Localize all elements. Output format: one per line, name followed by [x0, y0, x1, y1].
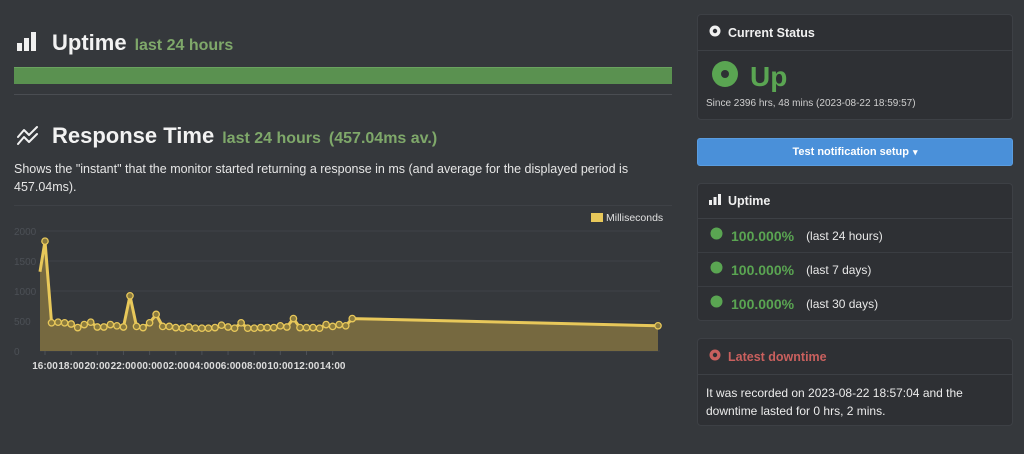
bar-chart-icon — [709, 194, 721, 208]
uptime-period: (last 7 days) — [806, 262, 872, 277]
uptime-row-7d: 100.000% (last 7 days) — [698, 253, 1012, 287]
divider — [14, 205, 672, 206]
test-notification-button[interactable]: Test notification setup ▾ — [697, 138, 1013, 166]
current-status-header: Current Status — [698, 15, 1012, 51]
latest-downtime-header: Latest downtime — [698, 339, 1012, 375]
uptime-title: Uptime — [52, 30, 127, 55]
uptime-stats-title: Uptime — [728, 194, 771, 208]
response-time-subtitle: last 24 hours — [222, 130, 321, 147]
uptime-heading: Uptime last 24 hours — [16, 30, 233, 56]
current-status-title: Current Status — [728, 25, 815, 40]
status-up-icon — [712, 61, 738, 92]
svg-text:22:00: 22:00 — [111, 361, 137, 372]
uptime-row-24h: 100.000% (last 24 hours) — [698, 219, 1012, 253]
uptime-percent: 100.000% — [731, 296, 795, 312]
svg-text:18:00: 18:00 — [58, 361, 84, 372]
svg-text:0: 0 — [14, 347, 20, 358]
svg-text:20:00: 20:00 — [85, 361, 111, 372]
uptime-row-30d: 100.000% (last 30 days) — [698, 287, 1012, 321]
response-time-title: Response Time — [52, 123, 215, 148]
uptime-bar[interactable] — [14, 67, 672, 84]
badge-icon — [710, 295, 723, 313]
uptime-subtitle: last 24 hours — [134, 37, 234, 54]
svg-text:12:00: 12:00 — [294, 361, 320, 372]
svg-text:16:00: 16:00 — [32, 361, 58, 372]
latest-downtime-title: Latest downtime — [728, 349, 827, 364]
uptime-stats-panel: Uptime 100.000% (last 24 hours) 100.000%… — [697, 183, 1013, 321]
svg-text:00:00: 00:00 — [137, 361, 163, 372]
caret-down-icon: ▾ — [913, 146, 918, 157]
badge-icon — [710, 261, 723, 279]
line-chart-icon — [16, 125, 40, 145]
svg-text:04:00: 04:00 — [189, 361, 215, 372]
status-value: Up — [750, 60, 788, 92]
uptime-percent: 100.000% — [731, 227, 795, 244]
svg-text:2000: 2000 — [14, 227, 37, 238]
response-time-description: Shows the "instant" that the monitor sta… — [14, 162, 629, 194]
status-since: Since 2396 hrs, 48 mins (2023-08-22 18:5… — [706, 98, 916, 109]
uptime-period: (last 30 days) — [806, 297, 879, 311]
response-time-heading: Response Time last 24 hours (457.04ms av… — [16, 123, 437, 149]
svg-text:08:00: 08:00 — [241, 361, 267, 372]
svg-text:10:00: 10:00 — [268, 361, 294, 372]
divider — [14, 94, 672, 95]
dot-circle-icon — [709, 349, 721, 364]
svg-text:Milliseconds: Milliseconds — [606, 212, 663, 224]
latest-downtime-text: It was recorded on 2023-08-22 18:57:04 a… — [706, 386, 963, 418]
svg-text:14:00: 14:00 — [320, 361, 346, 372]
response-time-average: (457.04ms av.) — [328, 130, 438, 147]
uptime-percent: 100.000% — [731, 261, 795, 278]
response-time-chart[interactable]: 0 500 1000 1500 2000 16:00 18:00 20:00 22:00 00:0… — [14, 206, 674, 376]
badge-icon — [710, 227, 723, 245]
latest-downtime-panel: Latest downtime It was recorded on 2023-… — [697, 338, 1013, 426]
svg-text:1000: 1000 — [14, 287, 37, 298]
test-notification-label: Test notification setup — [792, 146, 909, 158]
svg-text:1500: 1500 — [14, 257, 37, 268]
uptime-stats-header: Uptime — [698, 184, 1012, 219]
svg-text:06:00: 06:00 — [215, 361, 241, 372]
uptime-period: (last 24 hours) — [806, 228, 883, 243]
current-status-panel: Current Status Up Since 2396 hrs, 48 min… — [697, 14, 1013, 120]
dot-circle-icon — [709, 25, 721, 40]
svg-text:02:00: 02:00 — [163, 361, 189, 372]
bar-chart-icon — [16, 32, 40, 52]
svg-text:500: 500 — [14, 317, 31, 328]
